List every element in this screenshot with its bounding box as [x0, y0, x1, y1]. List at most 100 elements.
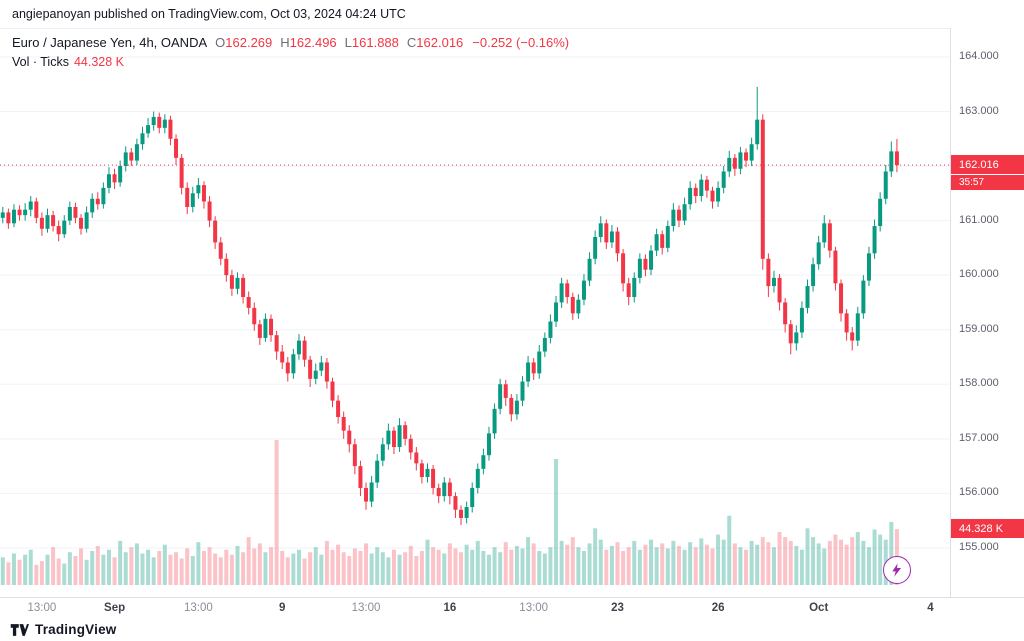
volume-bar	[106, 549, 111, 585]
volume-bar	[822, 548, 827, 585]
volume-bar	[296, 549, 301, 585]
volume-bar	[263, 552, 268, 585]
volume-bar	[732, 543, 737, 585]
candle-up	[380, 444, 385, 461]
tradingview-brand[interactable]: TradingView	[35, 622, 117, 637]
volume-bar	[799, 549, 804, 585]
ohlc-low: L161.888	[344, 35, 399, 50]
candle-down	[744, 152, 749, 161]
price-axis-label: 161.000	[959, 213, 999, 226]
candle-up	[861, 280, 866, 314]
candle-up	[134, 144, 139, 161]
time-axis[interactable]: 13:00 Sep 13:00 9 13:00 16 13:00 23 26 Oct 4	[0, 597, 1024, 618]
volume-bar	[246, 537, 251, 585]
volume-bar	[760, 537, 765, 585]
price-chart[interactable]	[0, 28, 950, 597]
candle-up	[375, 460, 380, 483]
candle-up	[587, 258, 592, 281]
candle-up	[822, 223, 827, 243]
candle-up	[654, 234, 659, 251]
symbol-row: Euro / Japanese Yen, 4h, OANDA O162.269 …	[12, 34, 569, 52]
candle-up	[442, 482, 447, 497]
volume-bar	[704, 544, 709, 585]
chart-legend: Euro / Japanese Yen, 4h, OANDA O162.269 …	[12, 34, 569, 71]
change-value: −0.252 (−0.16%)	[472, 35, 570, 50]
volume-bar	[369, 553, 374, 585]
candle-up	[101, 187, 106, 205]
volume-bar	[738, 547, 743, 585]
candle-up	[671, 209, 676, 227]
volume-bar	[285, 557, 290, 585]
volume-bar	[470, 549, 475, 585]
candle-up	[140, 133, 145, 145]
candle-up	[90, 198, 95, 213]
candle-up	[609, 231, 614, 243]
candle-up	[196, 185, 201, 194]
volume-bar	[112, 557, 117, 585]
volume-bar	[526, 537, 531, 585]
volume-bar	[330, 549, 335, 585]
volume-bar	[682, 549, 687, 585]
candle-down	[330, 381, 335, 401]
candle-up	[665, 226, 670, 248]
time-axis-label: 26	[711, 602, 725, 614]
volume-bar	[324, 540, 329, 585]
candle-up	[637, 258, 642, 278]
volume-bar	[805, 528, 810, 585]
time-axis-label: Sep	[104, 602, 126, 614]
candle-up	[593, 236, 598, 259]
volume-bar	[749, 540, 754, 585]
volume-bar	[151, 557, 156, 585]
candle-down	[179, 157, 184, 188]
candle-up	[749, 144, 754, 161]
candle-up	[296, 340, 301, 355]
volume-bar	[213, 553, 218, 585]
volume-bar	[280, 550, 285, 585]
volume-bar	[771, 547, 776, 585]
volume-bar	[291, 553, 296, 585]
volume-bar	[676, 545, 681, 585]
candle-down	[157, 116, 162, 128]
candle-down	[229, 275, 234, 289]
candle-down	[95, 198, 100, 205]
candle-down	[341, 417, 346, 431]
candle-down	[73, 206, 78, 218]
candle-up	[386, 430, 391, 445]
volume-bar	[190, 556, 195, 585]
candle-up	[883, 171, 888, 199]
candle-up	[755, 119, 760, 145]
candle-down	[347, 430, 352, 445]
volume-bar	[146, 549, 151, 585]
candle-up	[151, 116, 156, 126]
volume-bar	[839, 539, 844, 585]
volume-bar	[827, 540, 832, 585]
tradingview-logo-icon[interactable]	[10, 622, 29, 638]
volume-bar	[598, 539, 603, 585]
volume-bar	[621, 550, 626, 585]
volume-bar	[688, 542, 693, 585]
price-axis[interactable]: 162.016 35:57 44.328 K 164.000 163.000 161…	[950, 28, 1024, 597]
volume-bar	[302, 558, 307, 585]
price-axis-label: 160.000	[959, 268, 999, 281]
volume-bar	[224, 549, 229, 585]
candle-down	[201, 185, 206, 202]
candle-down	[358, 466, 363, 488]
candle-up	[811, 264, 816, 287]
volume-bar	[157, 550, 162, 585]
volume-bar	[559, 540, 564, 585]
volume-bar	[755, 544, 760, 585]
candle-down	[431, 468, 436, 488]
volume-bar	[878, 534, 883, 585]
price-axis-label: 163.000	[959, 104, 999, 117]
candle-up	[581, 280, 586, 300]
volume-bar	[665, 548, 670, 585]
candle-down	[302, 340, 307, 360]
volume-bar	[816, 543, 821, 585]
candle-down	[408, 438, 413, 453]
lightning-button[interactable]	[883, 556, 911, 584]
volume-bar	[447, 543, 452, 585]
candle-up	[559, 283, 564, 303]
candle-down	[604, 223, 609, 243]
candle-down	[419, 463, 424, 478]
candle-up	[397, 425, 402, 448]
